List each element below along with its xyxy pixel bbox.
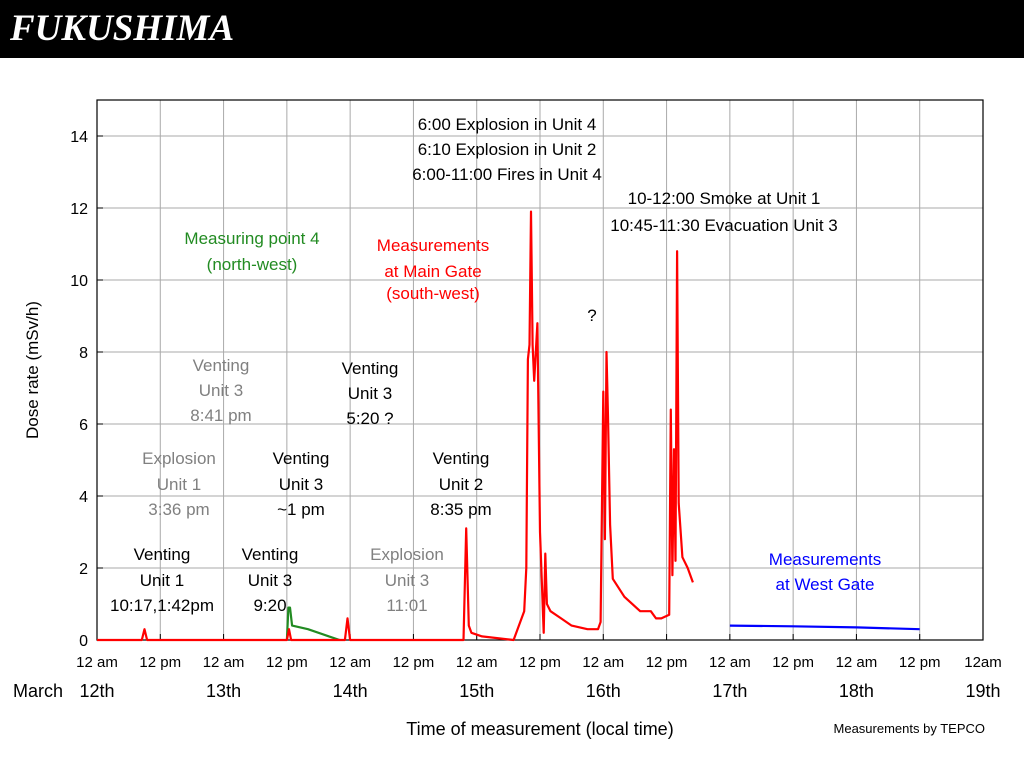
x-axis-ticks: 12 am 12 pm 12 am 12 pm 12 am 12 pm 12 am 12 pm… xyxy=(76,634,1002,701)
annotation-text: 10-12:00 Smoke at Unit 1 xyxy=(628,189,821,208)
x-tick-label: 12 am xyxy=(203,654,245,671)
annotation-text: Venting xyxy=(193,356,250,375)
annotation-text: 10:17,1:42pm xyxy=(110,596,214,615)
x-tick-label: 12 pm xyxy=(772,654,814,671)
series-line xyxy=(729,624,920,631)
x-tick-label: 12 pm xyxy=(139,654,181,671)
annotation-text: Measurements xyxy=(769,550,881,569)
x-tick-label: 12am xyxy=(964,654,1002,671)
x-tick-label: 12 am xyxy=(76,654,118,671)
annotation-text: Measurements xyxy=(377,236,489,255)
annotation-text: Venting xyxy=(273,449,330,468)
y-tick-label: 12 xyxy=(70,201,88,218)
y-tick-label: 10 xyxy=(70,273,88,290)
x-tick-label: 12 am xyxy=(329,654,371,671)
annotation-text: Explosion xyxy=(370,545,444,564)
annotation-text: at Main Gate xyxy=(384,262,481,281)
day-label: 13th xyxy=(206,681,241,701)
data-series xyxy=(97,210,920,642)
annotation-text: Explosion xyxy=(142,449,216,468)
annotation-text: Venting xyxy=(342,359,399,378)
annotation-text: 8:35 pm xyxy=(430,500,491,519)
y-tick-label: 8 xyxy=(79,345,88,362)
series-line xyxy=(97,210,694,642)
day-label: 19th xyxy=(965,681,1000,701)
x-tick-label: 12 pm xyxy=(266,654,308,671)
annotation-text: Venting xyxy=(134,545,191,564)
annotation-text: Unit 2 xyxy=(439,475,483,494)
annotation-text: Unit 3 xyxy=(385,571,429,590)
x-tick-label: 12 pm xyxy=(899,654,941,671)
x-tick-label: 12 am xyxy=(709,654,751,671)
annotation-text: 6:10 Explosion in Unit 2 xyxy=(418,140,597,159)
day-label: 14th xyxy=(333,681,368,701)
y-tick-label: 4 xyxy=(79,489,88,506)
credit-label: Measurements by TEPCO xyxy=(834,721,985,736)
annotation-text: Unit 1 xyxy=(157,475,201,494)
annotation-text: 9:20 xyxy=(253,596,286,615)
annotation-text: Unit 3 xyxy=(279,475,323,494)
x-tick-label: 12 pm xyxy=(393,654,435,671)
grid xyxy=(97,100,983,640)
annotation-text: Venting xyxy=(433,449,490,468)
day-label: 15th xyxy=(459,681,494,701)
annotation-text: 8:41 pm xyxy=(190,406,251,425)
annotation-text: Unit 3 xyxy=(199,381,243,400)
day-label: 12th xyxy=(79,681,114,701)
annotation-text: ~1 pm xyxy=(277,500,325,519)
annotation-text: ? xyxy=(587,306,596,325)
annotation-text: 6:00-11:00 Fires in Unit 4 xyxy=(412,165,602,184)
annotation-text: (south-west) xyxy=(386,284,480,303)
day-label: 16th xyxy=(586,681,621,701)
y-tick-label: 14 xyxy=(70,129,88,146)
y-tick-label: 2 xyxy=(79,561,88,578)
x-tick-label: 12 am xyxy=(456,654,498,671)
annotation-text: Unit 3 xyxy=(348,384,392,403)
annotation-text: at West Gate xyxy=(776,575,875,594)
x-tick-label: 12 am xyxy=(836,654,878,671)
annotation-text: 6:00 Explosion in Unit 4 xyxy=(418,115,597,134)
annotation-text: Measuring point 4 xyxy=(184,229,319,248)
x-axis-label: Time of measurement (local time) xyxy=(406,719,673,739)
x-tick-label: 12 pm xyxy=(646,654,688,671)
day-label: 17th xyxy=(712,681,747,701)
month-label: March xyxy=(13,681,63,701)
annotation-text: 11:01 xyxy=(386,596,427,615)
annotation-text: 5:20 ? xyxy=(346,409,393,428)
annotation-text: 3:36 pm xyxy=(148,500,209,519)
y-tick-label: 6 xyxy=(79,417,88,434)
title-bar: FUKUSHIMA xyxy=(0,0,1024,58)
annotations: Measuring point 4 (north-west) Measurement… xyxy=(110,115,881,615)
annotation-text: Unit 3 xyxy=(248,571,292,590)
x-tick-label: 12 am xyxy=(582,654,624,671)
y-axis-ticks: 0 2 4 6 8 10 12 14 xyxy=(70,129,103,650)
annotation-text: Unit 1 xyxy=(140,571,184,590)
annotation-text: Venting xyxy=(242,545,299,564)
day-label: 18th xyxy=(839,681,874,701)
series-line xyxy=(285,606,340,642)
y-axis-label: Dose rate (mSv/h) xyxy=(23,301,42,439)
slide-title: FUKUSHIMA xyxy=(10,8,235,49)
x-tick-label: 12 pm xyxy=(519,654,561,671)
annotation-text: (north-west) xyxy=(207,255,298,274)
y-tick-label: 0 xyxy=(79,633,88,650)
annotation-text: 10:45-11:30 Evacuation Unit 3 xyxy=(610,216,837,235)
